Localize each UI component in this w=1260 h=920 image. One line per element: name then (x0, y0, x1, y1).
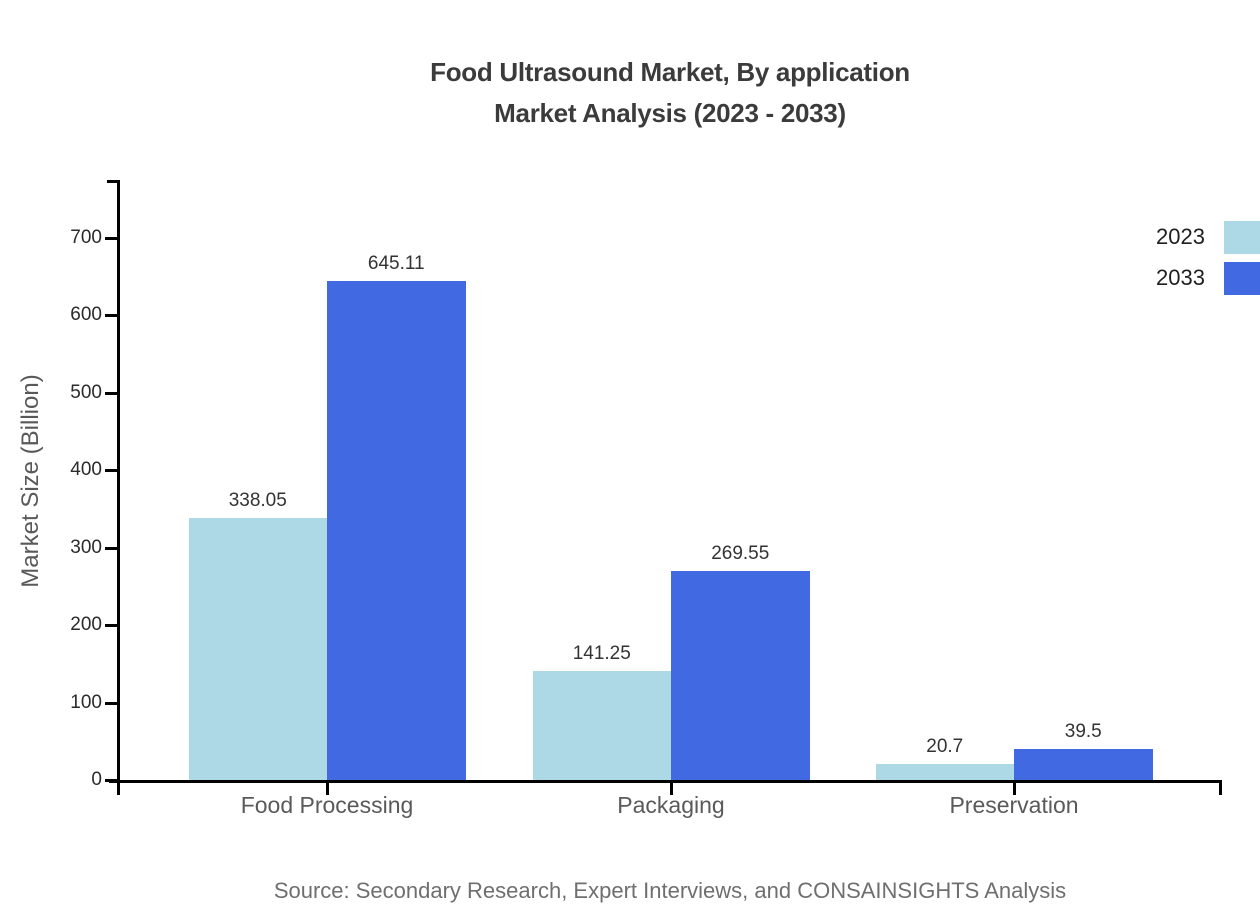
bar-value-label: 20.7 (926, 735, 964, 757)
bar-2033 (671, 571, 810, 780)
bar-2033 (327, 280, 466, 780)
y-tick-mark (105, 391, 117, 395)
x-category-label: Packaging (617, 792, 725, 818)
x-category-label: Preservation (949, 792, 1079, 818)
x-axis-spine (109, 780, 1222, 783)
y-tick-label: 100 (70, 691, 102, 713)
legend-swatch-2033 (1224, 262, 1260, 295)
x-category-label: Food Processing (240, 792, 414, 818)
y-tick-label: 0 (91, 769, 102, 790)
bar-value-label: 269.55 (711, 543, 770, 565)
y-tick-mark (105, 624, 117, 628)
chart-title-line1: Food Ultrasound Market, By application (430, 57, 910, 87)
y-tick-mark (105, 469, 117, 473)
bar-value-label: 645.11 (367, 252, 425, 274)
y-tick-label: 600 (70, 304, 102, 326)
x-tick-mark (670, 780, 673, 795)
y-tick-label: 700 (70, 227, 102, 248)
y-tick-label: 500 (70, 381, 102, 403)
x-axis-end-cap (1219, 780, 1222, 795)
y-tick-mark (105, 314, 117, 318)
bar-2033 (1014, 749, 1153, 780)
x-tick-mark (1013, 780, 1016, 795)
x-axis-origin-tick (117, 780, 120, 795)
bar-2023 (875, 763, 1014, 780)
y-tick-mark (105, 701, 117, 705)
x-tick-mark (326, 780, 329, 795)
legend-swatch-2023 (1224, 221, 1260, 254)
legend-label-2033: 2033 (1156, 265, 1205, 290)
y-tick-mark (105, 546, 117, 550)
y-tick-mark (105, 779, 117, 782)
chart-title: Food Ultrasound Market, By application M… (80, 52, 1260, 134)
y-axis-spine (117, 180, 120, 783)
y-axis-top-cap (107, 180, 117, 183)
legend-label-2023: 2023 (1156, 224, 1205, 249)
source-note: Source: Secondary Research, Expert Inter… (273, 878, 1067, 903)
bar-value-label: 39.5 (1064, 721, 1102, 743)
y-tick-label: 300 (70, 536, 102, 558)
bar-2023 (188, 518, 327, 780)
bar-2023 (532, 670, 671, 780)
chart-title-line2: Market Analysis (2023 - 2033) (494, 98, 846, 128)
y-tick-mark (105, 237, 117, 240)
y-tick-label: 400 (70, 459, 102, 481)
bar-value-label: 141.25 (572, 642, 631, 664)
bar-value-label: 338.05 (228, 490, 287, 512)
y-tick-label: 200 (70, 614, 102, 636)
